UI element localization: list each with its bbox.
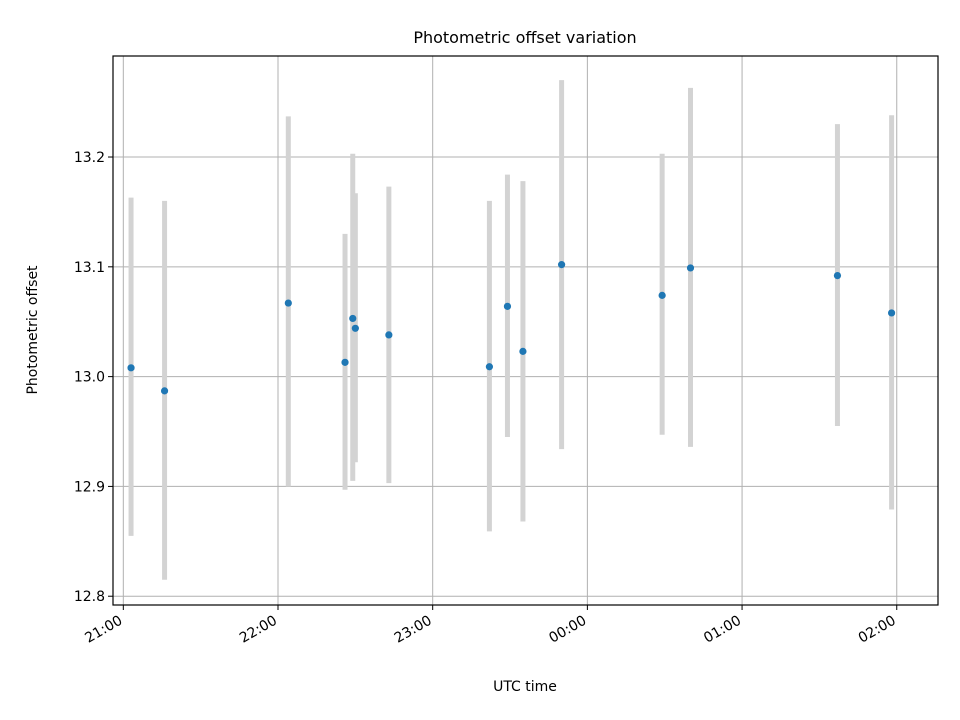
chart-title: Photometric offset variation	[413, 28, 636, 47]
y-tick-label: 13.1	[74, 260, 105, 276]
data-point	[341, 358, 349, 366]
data-point	[658, 291, 666, 299]
data-point	[160, 387, 169, 395]
data-point	[284, 299, 292, 307]
data-point	[351, 324, 359, 332]
data-points	[127, 261, 896, 395]
data-point	[485, 363, 494, 371]
plot-frame	[112, 55, 939, 606]
data-point	[519, 347, 527, 355]
data-point	[349, 314, 357, 323]
data-point	[557, 261, 566, 269]
y-axis: 12.8 12.9 13.0 13.1 13.2	[74, 150, 113, 605]
data-point	[385, 331, 393, 339]
data-point	[503, 302, 512, 310]
y-tick-label: 12.9	[74, 479, 105, 495]
data-point	[887, 309, 896, 317]
y-tick-label: 13.2	[74, 150, 105, 166]
grid	[113, 56, 938, 605]
data-point	[833, 272, 842, 280]
data-point	[127, 364, 135, 372]
y-axis-label: Photometric offset	[25, 265, 41, 395]
y-tick-label: 12.8	[74, 589, 105, 605]
data-point	[686, 264, 695, 272]
x-axis-label: UTC time	[493, 679, 557, 695]
y-tick-label: 13.0	[74, 370, 105, 386]
